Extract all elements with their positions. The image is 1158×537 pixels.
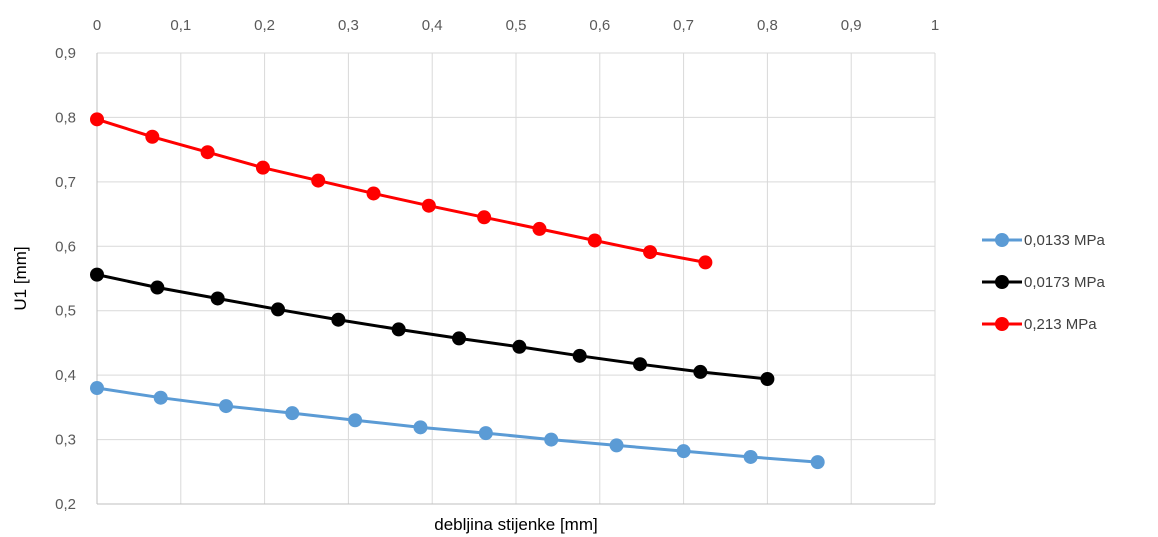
y-tick-label: 0,3 (55, 432, 76, 449)
legend-item: 0,0133 MPa (982, 232, 1106, 249)
y-tick-label: 0,6 (55, 238, 76, 255)
series-3 (90, 112, 713, 270)
x-tick-label: 0,5 (506, 17, 527, 34)
data-point (366, 186, 381, 201)
data-point (544, 432, 559, 447)
data-point (633, 357, 648, 372)
data-point (477, 210, 492, 225)
x-tick-label: 0,9 (841, 17, 862, 34)
y-tick-label: 0,9 (55, 45, 76, 62)
x-tick-label: 1 (931, 17, 939, 34)
legend-label: 0,213 MPa (1024, 316, 1097, 333)
y-tick-label: 0,4 (55, 367, 76, 384)
data-point (452, 331, 467, 346)
legend: 0,0133 MPa 0,0173 MPa 0,213 MPa (982, 232, 1106, 333)
y-tick-label: 0,7 (55, 174, 76, 191)
x-tick-label: 0 (93, 17, 101, 34)
data-point (150, 280, 165, 295)
x-tick-label: 0,8 (757, 17, 778, 34)
data-point (153, 390, 168, 405)
data-point (90, 112, 104, 127)
data-point (676, 444, 691, 459)
x-tick-label: 0,3 (338, 17, 359, 34)
series-group (90, 112, 825, 470)
x-tick-label: 0,2 (254, 17, 275, 34)
data-point (210, 291, 225, 306)
data-point (532, 221, 547, 236)
data-point (391, 322, 406, 337)
legend-marker (995, 317, 1009, 331)
data-point (271, 302, 286, 317)
legend-marker (995, 233, 1009, 247)
data-point (760, 372, 775, 387)
series-2 (90, 267, 775, 387)
data-point (609, 438, 624, 453)
legend-item: 0,213 MPa (982, 316, 1097, 333)
data-point (90, 267, 104, 282)
data-point (90, 381, 104, 396)
data-point (421, 198, 436, 213)
series-line (96, 117, 706, 264)
data-point (810, 455, 825, 470)
data-point (285, 406, 300, 421)
series-1 (90, 381, 825, 470)
legend-label: 0,0173 MPa (1024, 274, 1106, 291)
x-tick-label: 0,1 (170, 17, 191, 34)
data-point (255, 160, 270, 175)
data-point (413, 420, 428, 435)
data-point (200, 145, 215, 160)
y-tick-label: 0,2 (55, 496, 76, 513)
y-axis-title: U1 [mm] (11, 246, 30, 310)
y-tick-label: 0,5 (55, 303, 76, 320)
data-point (743, 449, 758, 464)
data-point (348, 413, 363, 428)
data-point (478, 426, 493, 441)
data-point (331, 312, 346, 327)
data-point (219, 399, 234, 414)
y-tick-label: 0,8 (55, 109, 76, 126)
data-point (512, 339, 527, 354)
x-axis-title: debljina stijenke [mm] (434, 515, 597, 534)
x-tick-label: 0,4 (422, 17, 443, 34)
legend-marker (995, 275, 1009, 289)
tick-labels: 0 0,1 0,2 0,3 0,4 0,5 0,6 0,7 0,8 0,9 1 0,2 0,3 0,4 0,… (55, 17, 939, 513)
data-point (587, 233, 602, 248)
x-tick-label: 0,6 (589, 17, 610, 34)
data-point (643, 245, 658, 260)
legend-label: 0,0133 MPa (1024, 232, 1106, 249)
data-point (311, 173, 326, 188)
x-tick-label: 0,7 (673, 17, 694, 34)
legend-item: 0,0173 MPa (982, 274, 1106, 291)
series-line (96, 386, 818, 464)
series-line (96, 273, 768, 381)
data-point (693, 364, 708, 379)
data-point (572, 348, 587, 363)
data-point (145, 129, 160, 144)
data-point (698, 255, 713, 270)
